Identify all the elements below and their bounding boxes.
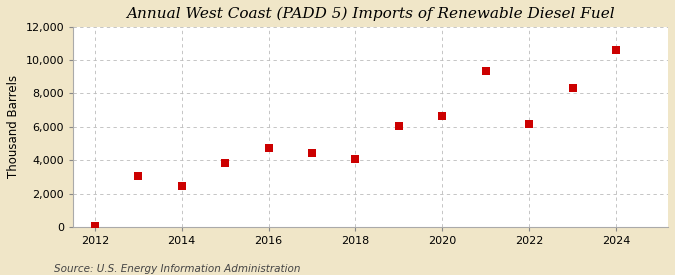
Point (611, 48, 622, 52)
Point (220, 161, 231, 165)
Point (176, 184, 187, 188)
Point (481, 69, 491, 73)
Point (524, 121, 535, 126)
Text: Source: U.S. Energy Information Administration: Source: U.S. Energy Information Administ… (54, 264, 300, 274)
Point (306, 150, 317, 155)
Point (394, 124, 404, 128)
Point (437, 114, 448, 118)
Point (350, 157, 361, 162)
Y-axis label: Thousand Barrels: Thousand Barrels (7, 75, 20, 178)
Title: Annual West Coast (PADD 5) Imports of Renewable Diesel Fuel: Annual West Coast (PADD 5) Imports of Re… (126, 7, 615, 21)
Point (90, 224, 101, 229)
Point (567, 86, 578, 90)
Point (263, 145, 274, 150)
Point (133, 174, 144, 178)
